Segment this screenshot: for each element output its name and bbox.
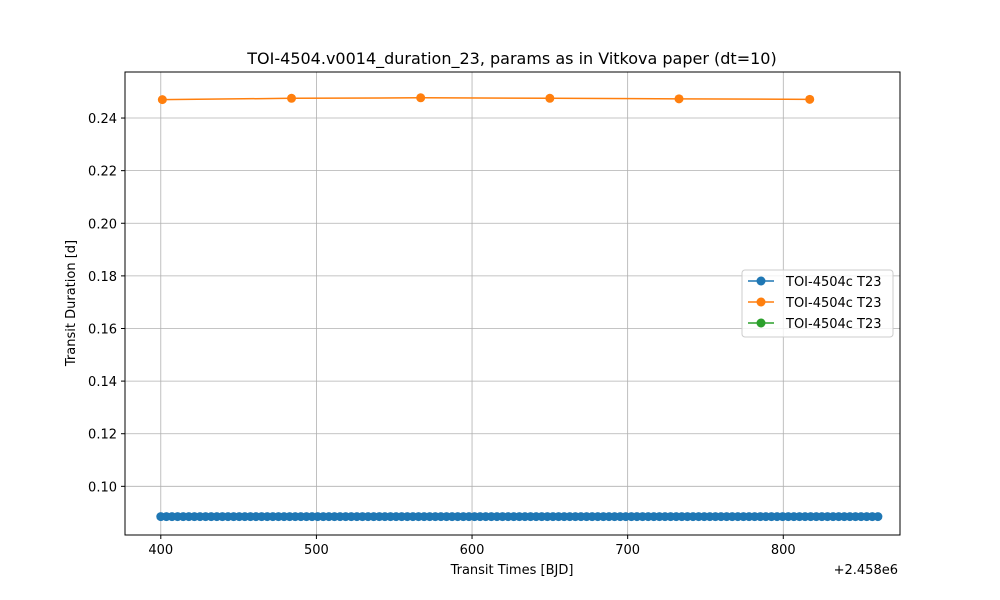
legend: TOI-4504c T23 TOI-4504c T23 TOI-4504c T23 — [741, 269, 894, 338]
y-tick-label: 0.10 — [88, 480, 117, 495]
y-tick-label: 0.12 — [88, 428, 117, 443]
legend-marker — [756, 318, 766, 328]
data-point — [287, 93, 297, 103]
chart-title: TOI-4504.v0014_duration_23, params as in… — [246, 49, 776, 69]
data-point — [157, 95, 167, 105]
data-point — [545, 93, 555, 103]
legend-marker — [756, 297, 766, 307]
series-layer — [156, 93, 883, 522]
legend-item: TOI-4504c T23 — [748, 296, 882, 311]
series-line — [162, 97, 810, 101]
legend-item: TOI-4504c T23 — [748, 275, 882, 290]
x-axis-offset: +2.458e6 — [834, 563, 898, 578]
y-axis-label: Transit Duration [d] — [64, 240, 79, 367]
legend-label: TOI-4504c T23 — [785, 275, 882, 290]
x-tick-label: 700 — [615, 543, 640, 558]
y-tick-label: 0.16 — [88, 322, 117, 337]
x-tick-label: 400 — [148, 543, 173, 558]
series-1 — [156, 512, 883, 522]
y-tick-label: 0.14 — [88, 375, 117, 390]
y-tick-label: 0.22 — [88, 165, 117, 180]
legend-label: TOI-4504c T23 — [785, 296, 882, 311]
data-point — [805, 94, 815, 104]
legend-label: TOI-4504c T23 — [785, 317, 882, 332]
plot-frame — [124, 71, 901, 536]
y-tick-label: 0.24 — [88, 112, 117, 127]
x-tick-label: 500 — [304, 543, 329, 558]
axis-ticks: 400 500 600 700 800 0.10 0.12 0.14 0.16 0.18 0.20 0… — [88, 112, 796, 558]
y-tick-label: 0.20 — [88, 217, 117, 232]
legend-box — [741, 269, 894, 338]
series-2 — [157, 93, 815, 105]
x-axis-label: Transit Times [BJD] — [450, 563, 574, 578]
legend-marker — [756, 276, 766, 286]
data-point — [873, 512, 883, 522]
x-tick-label: 600 — [460, 543, 485, 558]
data-point — [416, 93, 426, 103]
x-tick-label: 800 — [771, 543, 796, 558]
data-point — [674, 94, 684, 104]
y-tick-label: 0.18 — [88, 270, 117, 285]
legend-item: TOI-4504c T23 — [748, 317, 882, 332]
